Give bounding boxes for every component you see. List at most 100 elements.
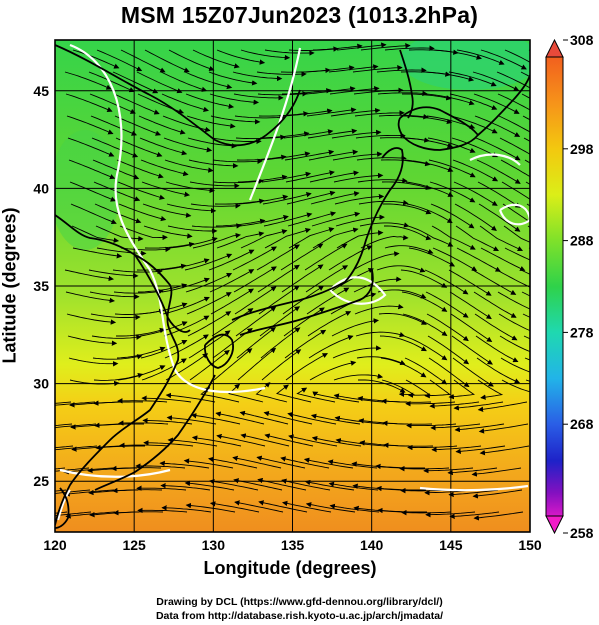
streamlines bbox=[55, 42, 530, 521]
streamline bbox=[67, 137, 115, 157]
streamline bbox=[72, 247, 123, 259]
y-axis-label: Latitude (degrees) bbox=[0, 207, 20, 364]
streamline bbox=[66, 313, 117, 325]
streamline bbox=[236, 326, 277, 359]
streamline bbox=[334, 193, 385, 205]
y-tick-label: 45 bbox=[33, 83, 49, 99]
streamline bbox=[119, 225, 168, 241]
streamline bbox=[404, 159, 454, 173]
coast-ryukyu bbox=[94, 374, 216, 491]
streamline bbox=[209, 501, 260, 513]
streamline bbox=[455, 225, 499, 252]
contour-line bbox=[498, 203, 530, 226]
streamline bbox=[427, 137, 476, 153]
y-tick-label: 40 bbox=[33, 180, 49, 196]
streamline bbox=[114, 115, 162, 136]
streamline bbox=[162, 115, 211, 133]
streamline bbox=[233, 266, 277, 293]
colorbar-tick-label: 268 bbox=[570, 416, 594, 432]
streamline bbox=[164, 159, 214, 173]
streamline bbox=[233, 478, 283, 491]
streamline bbox=[401, 291, 448, 312]
streamline bbox=[256, 244, 300, 271]
streamline bbox=[427, 335, 470, 365]
streamline bbox=[89, 93, 136, 114]
coast-korea bbox=[134, 254, 191, 333]
streamline bbox=[305, 265, 349, 293]
streamline bbox=[504, 49, 530, 63]
streamline bbox=[188, 159, 239, 169]
coast-taiwan bbox=[55, 487, 70, 529]
streamline bbox=[383, 203, 432, 215]
streamline bbox=[474, 313, 518, 341]
streamline bbox=[432, 247, 478, 272]
streamline bbox=[90, 313, 141, 320]
streamline bbox=[216, 49, 266, 65]
streamline bbox=[405, 181, 454, 197]
streamline bbox=[257, 264, 300, 293]
streamline bbox=[454, 423, 505, 433]
streamline bbox=[471, 467, 522, 477]
streamline bbox=[189, 181, 240, 189]
streamline bbox=[333, 172, 384, 183]
coast-russia bbox=[55, 44, 301, 147]
x-tick-label: 150 bbox=[518, 537, 542, 553]
streamline bbox=[331, 129, 382, 139]
streamline bbox=[360, 234, 409, 249]
streamline bbox=[183, 458, 234, 469]
streamline bbox=[239, 214, 289, 227]
streamline bbox=[208, 249, 255, 271]
streamline bbox=[55, 401, 72, 404]
contour-line bbox=[59, 468, 171, 478]
streamline bbox=[430, 203, 475, 229]
streamline bbox=[166, 203, 217, 214]
plot-frame bbox=[54, 39, 531, 533]
streamline bbox=[360, 43, 411, 51]
contour-line bbox=[419, 484, 529, 492]
streamline bbox=[188, 330, 231, 359]
streamline bbox=[330, 107, 381, 117]
streamline bbox=[407, 225, 454, 247]
streamline bbox=[450, 115, 498, 134]
streamline bbox=[165, 181, 215, 194]
streamline bbox=[190, 203, 241, 209]
streamline bbox=[354, 110, 405, 117]
streamline bbox=[161, 277, 210, 293]
streamline bbox=[280, 456, 330, 469]
streamline bbox=[282, 500, 332, 513]
streamline bbox=[473, 291, 517, 318]
streamline bbox=[237, 347, 277, 381]
streamline bbox=[116, 159, 164, 179]
cool-patch-west bbox=[55, 130, 120, 250]
streamline bbox=[116, 346, 166, 359]
streamline bbox=[112, 268, 163, 275]
streamline bbox=[234, 286, 277, 315]
streamline bbox=[211, 308, 254, 337]
streamline bbox=[210, 288, 254, 315]
streamline bbox=[282, 108, 333, 117]
streamline bbox=[65, 93, 113, 112]
streamline bbox=[498, 313, 530, 332]
y-tick-label: 30 bbox=[33, 376, 49, 392]
streamline bbox=[113, 93, 160, 115]
streamline bbox=[332, 151, 383, 161]
streamline bbox=[384, 245, 434, 254]
streamline bbox=[167, 437, 218, 447]
streamline bbox=[451, 137, 498, 158]
streamline bbox=[168, 49, 215, 71]
streamline bbox=[428, 159, 476, 178]
streamline bbox=[502, 203, 530, 223]
x-tick-label: 130 bbox=[202, 537, 226, 553]
streamline bbox=[113, 289, 164, 295]
streamline bbox=[187, 311, 232, 337]
streamline bbox=[308, 335, 354, 359]
streamline bbox=[331, 318, 379, 337]
streamline bbox=[473, 93, 520, 114]
streamline bbox=[283, 307, 325, 337]
streamline bbox=[239, 410, 289, 425]
streamline bbox=[191, 435, 242, 447]
x-axis-label: Longitude (degrees) bbox=[203, 558, 377, 578]
streamline bbox=[306, 107, 357, 117]
streamline bbox=[209, 269, 255, 293]
streamline bbox=[89, 291, 140, 300]
